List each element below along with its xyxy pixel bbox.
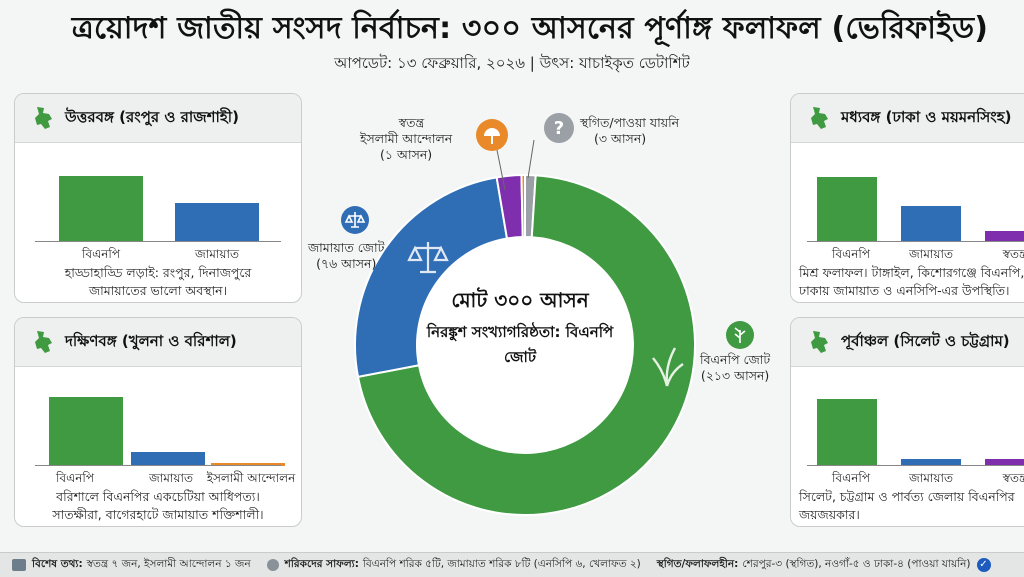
region-card-north: উত্তরবঙ্গ (রংপুর ও রাজশাহী) বিএনপি জামায… <box>14 93 302 303</box>
card-note: সিলেট, চট্টগ্রাম ও পার্বত্য জেলায় বিএনপ… <box>799 489 1015 522</box>
hand-fan-icon <box>476 119 508 151</box>
donut-slice <box>356 174 696 516</box>
bangladesh-map-icon <box>811 331 828 353</box>
card-header: দক্ষিণবঙ্গ (খুলনা ও বরিশাল) <box>15 318 301 367</box>
info-list-icon <box>12 559 26 571</box>
bar-jamaat <box>131 452 205 466</box>
card-note: বরিশালে বিএনপির একচেটিয়া আধিপত্য। সাতক্ষ… <box>52 489 264 522</box>
category-label: বিএনপি <box>832 247 870 261</box>
card-note: মিশ্র ফলাফল। টাঙ্গাইল, কিশোরগঞ্জে বিএনপি… <box>799 265 1024 298</box>
page-title: ত্রয়োদশ জাতীয় সংসদ নির্বাচন: ৩০০ আসনের… <box>71 11 989 46</box>
slice-label-bnp: বিএনপি জোট (২১৩ আসন) <box>700 352 771 383</box>
category-label: ইসলামী আন্দোলন <box>206 471 296 485</box>
card-title: পূর্বাঞ্চল (সিলেট ও চট্টগ্রাম) <box>841 331 1010 350</box>
page-subtitle: আপডেট: ১৩ ফেব্রুয়ারি, ২০২৬ | উৎস: যাচাই… <box>334 54 690 72</box>
card-header: মধ্যবঙ্গ (ঢাকা ও ময়মনসিংহ) <box>791 94 1024 143</box>
bar-chart-east <box>807 378 1024 466</box>
category-label: জামায়াত <box>909 247 953 261</box>
category-label: বিএনপি <box>82 247 120 261</box>
rice-sheaf-watermark-icon <box>652 347 684 387</box>
bar-bnp <box>49 397 123 466</box>
question-mark-icon: ? <box>544 113 574 143</box>
bar-bnp <box>59 176 143 242</box>
bar-independent <box>985 459 1024 466</box>
person-icon <box>266 559 279 571</box>
leader-line <box>527 139 535 179</box>
card-header: উত্তরবঙ্গ (রংপুর ও রাজশাহী) <box>15 94 301 143</box>
slice-label-independent-islami: স্বতন্ত্র ইসলামী আন্দোলন (১ আসন) <box>360 115 453 162</box>
donut-hole <box>418 238 632 452</box>
region-card-central: মধ্যবঙ্গ (ঢাকা ও ময়মনসিংহ) বিএনপি জামায… <box>790 93 1024 303</box>
scales-icon <box>341 206 369 234</box>
bar-bnp <box>817 177 877 242</box>
region-card-east: পূর্বাঞ্চল (সিলেট ও চট্টগ্রাম) বিএনপি জা… <box>790 317 1024 527</box>
bar-chart-central <box>807 154 1024 242</box>
scales-watermark-icon <box>407 242 449 274</box>
bar-jamaat <box>901 206 961 242</box>
card-header: পূর্বাঞ্চল (সিলেট ও চট্টগ্রাম) <box>791 318 1024 367</box>
category-label: জামায়াত <box>909 471 953 485</box>
bar-bnp <box>817 399 877 466</box>
donut-slice <box>354 176 509 379</box>
bangladesh-map-icon <box>35 107 52 129</box>
slice-label-jamaat: জামায়াত জোট (৭৬ আসন) <box>308 240 385 271</box>
verified-check-icon: ✓ <box>976 558 991 572</box>
category-label: জামায়াত <box>195 247 239 261</box>
donut-slice <box>520 173 526 239</box>
svg-text:?: ? <box>554 118 564 139</box>
bar-independent <box>985 231 1024 242</box>
slice-label-pending: স্থগিত/পাওয়া যায়নি (৩ আসন) <box>580 115 680 146</box>
category-label: স্বতন্ত্র <box>1002 247 1024 261</box>
bar-chart-north <box>35 154 281 242</box>
category-label: স্বতন্ত্র <box>1002 471 1024 485</box>
donut-center-text: মোট ৩০০ আসন নিরঙ্কুশ সংখ্যাগরিষ্ঠতা: বিএ… <box>426 288 614 366</box>
leader-line <box>496 149 506 191</box>
bangladesh-map-icon <box>811 107 828 129</box>
bar-islami <box>211 463 285 466</box>
category-label: বিএনপি <box>56 471 94 485</box>
card-title: মধ্যবঙ্গ (ঢাকা ও ময়মনসিংহ) <box>841 107 1012 126</box>
category-label: বিএনপি <box>832 471 870 485</box>
footer-bar: বিশেষ তথ্য: স্বতন্ত্র ৭ জন, ইসলামী আন্দো… <box>0 552 1024 577</box>
category-label: জামায়াত <box>149 471 193 485</box>
region-card-south: দক্ষিণবঙ্গ (খুলনা ও বরিশাল) বিএনপি জামায… <box>14 317 302 527</box>
card-note: হাড্ডাহাড্ডি লড়াই: রংপুর, দিনাজপুরে জামা… <box>64 265 252 298</box>
bar-chart-south <box>35 378 285 466</box>
bar-jamaat <box>175 203 259 242</box>
card-title: দক্ষিণবঙ্গ (খুলনা ও বরিশাল) <box>65 331 237 350</box>
card-title: উত্তরবঙ্গ (রংপুর ও রাজশাহী) <box>65 107 239 126</box>
rice-sheaf-icon <box>726 321 754 349</box>
bangladesh-map-icon <box>35 331 52 353</box>
bar-jamaat <box>901 459 961 466</box>
